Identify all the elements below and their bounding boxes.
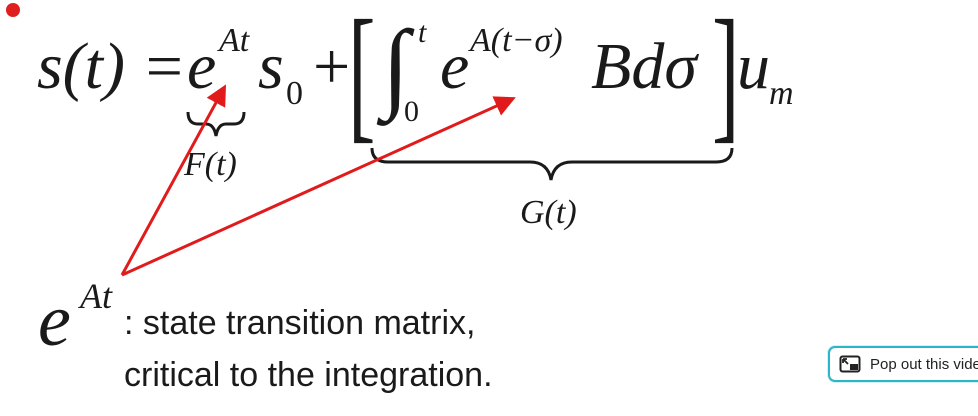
equation-s-subscript: 0: [286, 75, 303, 112]
equation-plus: +: [313, 30, 351, 103]
note-exp-power: At: [80, 276, 112, 316]
f-brace: [186, 111, 246, 137]
equation-integral-lower: 0: [404, 95, 419, 128]
pop-out-video-button[interactable]: Pop out this video: [828, 346, 978, 382]
equation-u-subscript: m: [769, 75, 794, 112]
equation-integral-upper: t: [418, 16, 427, 49]
equation-exp-power-2: A(t−σ): [470, 22, 563, 59]
equation-exp-power-1: At: [219, 22, 250, 59]
arrow-to-g: [121, 96, 516, 277]
equation-lhs: s(t) =: [37, 30, 187, 103]
record-indicator-icon: [6, 3, 20, 17]
g-of-t-label: G(t): [520, 194, 577, 231]
equation-exp-base-2: e: [440, 30, 470, 103]
note-line-2: critical to the integration.: [124, 356, 493, 394]
equation-exp-base-1: e: [187, 30, 217, 103]
equation-bracket-right: ]: [712, 0, 740, 156]
note-line-1: : state transition matrix,: [124, 304, 476, 342]
equation-bracket-left: [: [348, 0, 376, 156]
equation-s-term: s: [258, 30, 284, 103]
equation-u-term: u: [737, 30, 770, 103]
g-brace: [370, 147, 734, 181]
note-exp-base: e: [38, 280, 71, 362]
equation-b-dsigma: Bdσ: [591, 30, 697, 103]
pop-out-video-label: Pop out this video: [870, 355, 978, 373]
f-of-t-label: F(t): [184, 146, 237, 183]
popout-icon: [839, 355, 861, 373]
